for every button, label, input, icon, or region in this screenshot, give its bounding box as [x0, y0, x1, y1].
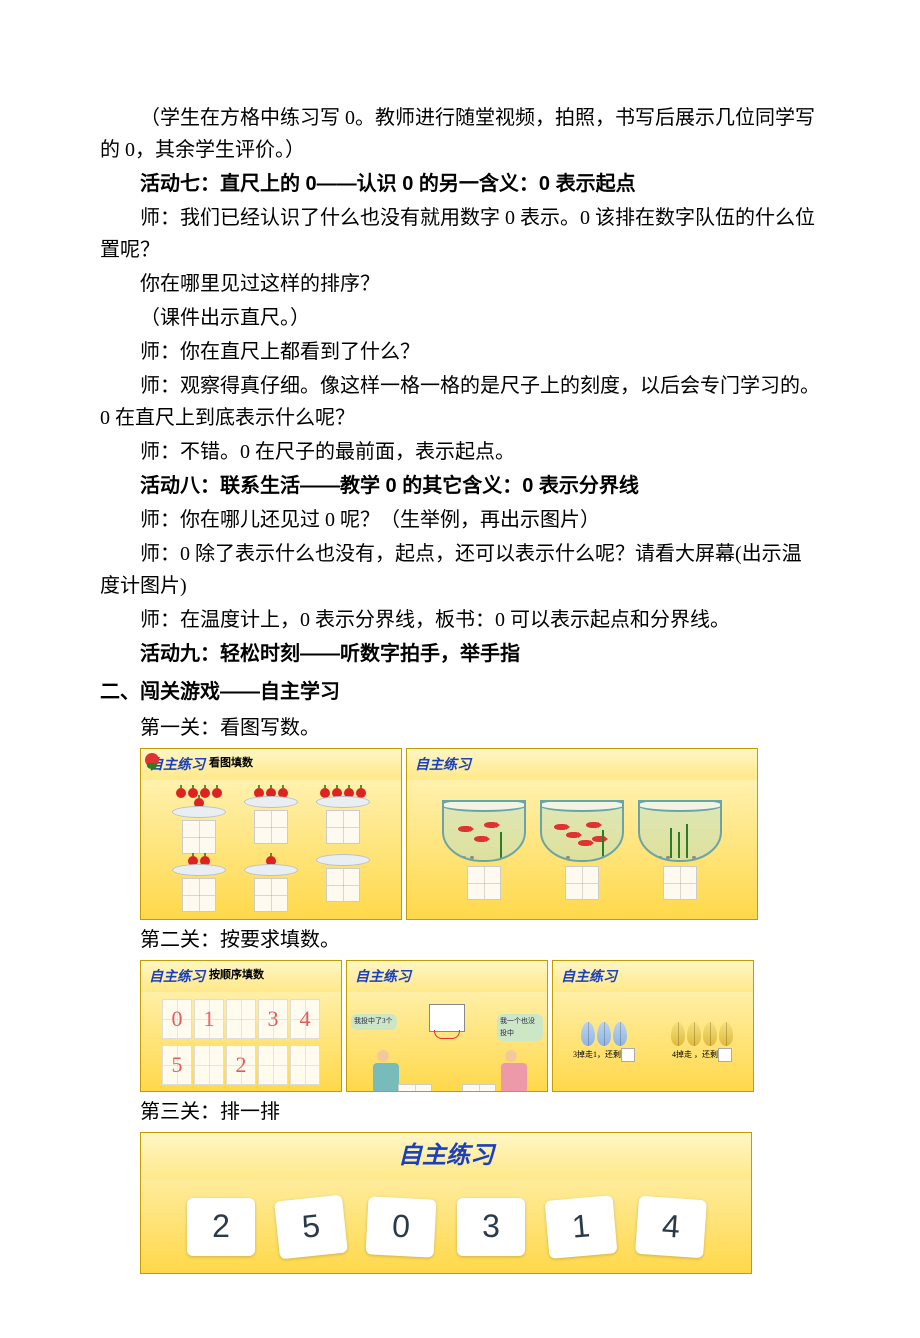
fishbowl-icon: [540, 800, 624, 862]
level1-label: 第一关：看图写数。: [100, 712, 820, 744]
level1-images: 自主练习 看图填数 自主练习: [140, 748, 820, 920]
number-card: 5: [274, 1194, 348, 1259]
para-a7-3: （课件出示直尺。）: [100, 302, 820, 334]
num-cell: [226, 999, 256, 1039]
thumb-leaves: 自主练习 3掉走1，还剩 4掉走 ，还剩: [552, 960, 754, 1092]
num-cell: [194, 1045, 224, 1085]
activity8-title: 活动八：联系生活——教学 0 的其它含义：0 表示分界线: [100, 470, 820, 502]
level2-images: 自主练习 按顺序填数 0134 52 自主练习 我投中了3个 我一个也没投中: [140, 960, 820, 1092]
thumb-sequence: 自主练习 按顺序填数 0134 52: [140, 960, 342, 1092]
para-a7-5: 师：观察得真仔细。像这样一格一格的是尺子上的刻度，以后会专门学习的。0 在直尺上…: [100, 370, 820, 434]
thumb-fishbowls: 自主练习: [406, 748, 758, 920]
level3-label: 第三关：排一排: [100, 1096, 820, 1128]
thumb-title-text: 自主练习: [415, 753, 471, 775]
level3-images: 自主练习 250314: [140, 1132, 820, 1274]
num-cell: 3: [258, 999, 288, 1039]
thumb-body: 250314: [141, 1180, 751, 1273]
thumb-body: 0134 52: [141, 992, 341, 1091]
thumb-sort-cards: 自主练习 250314: [140, 1132, 752, 1274]
leaf-caption: 3掉走1，还剩: [573, 1048, 635, 1062]
number-card: 2: [187, 1198, 255, 1256]
para-a8-3: 师：在温度计上，0 表示分界线，板书：0 可以表示起点和分界线。: [100, 604, 820, 636]
num-cell: [290, 1045, 320, 1085]
para-a8-2: 师：0 除了表示什么也没有，起点，还可以表示什么呢？请看大屏幕(出示温度计图片): [100, 538, 820, 602]
fishbowl-icon: [442, 800, 526, 862]
para-intro: （学生在方格中练习写 0。教师进行随堂视频，拍照，书写后展示几位同学写的 0，其…: [100, 102, 820, 166]
hoop-icon: [429, 1004, 465, 1032]
number-card: 3: [457, 1198, 525, 1256]
activity9-title: 活动九：轻松时刻——听数字拍手，举手指: [100, 638, 820, 670]
kid-icon: [373, 1050, 393, 1084]
level2-label: 第二关：按要求填数。: [100, 924, 820, 956]
thumb-body: 3掉走1，还剩 4掉走 ，还剩: [553, 992, 753, 1091]
thumb-title: 自主练习 按顺序填数: [141, 961, 341, 992]
thumb-title: 自主练习: [347, 961, 547, 992]
flower-icon: [145, 753, 159, 767]
number-card: 4: [635, 1195, 707, 1258]
leaf-caption: 4掉走 ，还剩: [672, 1048, 732, 1062]
num-cell: [258, 1045, 288, 1085]
para-a7-6: 师：不错。0 在尺子的最前面，表示起点。: [100, 436, 820, 468]
para-a7-2: 你在哪里见过这样的排序？: [100, 268, 820, 300]
thumb-title: 自主练习 看图填数: [141, 749, 401, 780]
num-cell: 0: [162, 999, 192, 1039]
thumb-basketball: 自主练习 我投中了3个 我一个也没投中: [346, 960, 548, 1092]
thumb-title: 自主练习: [553, 961, 753, 992]
thumb-title-text: 自主练习: [149, 965, 205, 987]
thumb-subtitle: 按顺序填数: [209, 967, 264, 985]
thumb-subtitle: 看图填数: [209, 755, 253, 773]
thumb-title: 自主练习: [407, 749, 757, 780]
kid-icon: [501, 1050, 521, 1084]
thumb-title: 自主练习: [141, 1133, 751, 1180]
speech-bubble: 我投中了3个: [351, 1014, 397, 1029]
num-cell: 2: [226, 1045, 256, 1085]
thumb-body: [407, 780, 757, 919]
activity7-title: 活动七：直尺上的 0——认识 0 的另一含义：0 表示起点: [100, 168, 820, 200]
num-cell: 1: [194, 999, 224, 1039]
para-a7-4: 师：你在直尺上都看到了什么？: [100, 336, 820, 368]
thumb-apples: 自主练习 看图填数: [140, 748, 402, 920]
section2-heading: 二、闯关游戏——自主学习: [100, 676, 820, 708]
para-a8-1: 师：你在哪儿还见过 0 呢？（生举例，再出示图片）: [100, 504, 820, 536]
thumb-body: 我投中了3个 我一个也没投中: [347, 992, 547, 1092]
thumb-title-text: 自主练习: [355, 965, 411, 987]
thumb-title-text: 自主练习: [398, 1137, 494, 1175]
number-card: 1: [545, 1195, 618, 1259]
num-cell: 4: [290, 999, 320, 1039]
num-cell: 5: [162, 1045, 192, 1085]
thumb-title-text: 自主练习: [561, 965, 617, 987]
speech-bubble: 我一个也没投中: [497, 1014, 543, 1040]
thumb-body: [141, 780, 401, 919]
para-a7-1: 师：我们已经认识了什么也没有就用数字 0 表示。0 该排在数字队伍的什么位置呢？: [100, 202, 820, 266]
fishbowl-icon: [638, 800, 722, 862]
number-card: 0: [366, 1196, 437, 1257]
